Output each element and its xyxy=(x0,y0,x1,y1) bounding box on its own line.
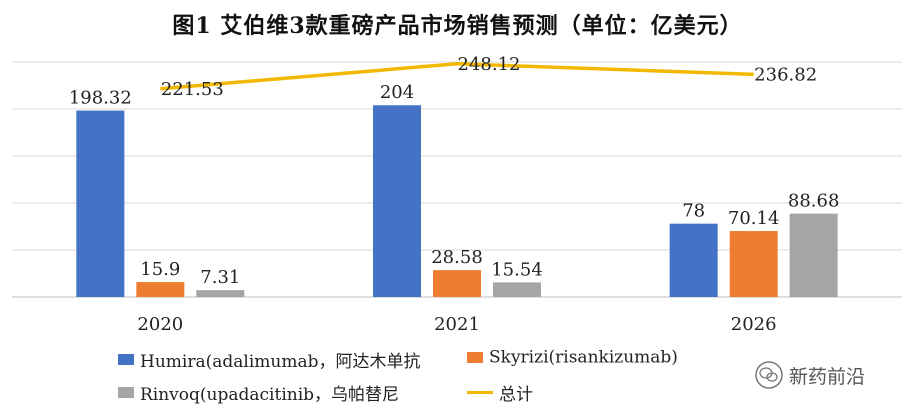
data-labels: 198.32 15.9 7.31 204 28.58 15.54 78 70.14 88.68 2… xyxy=(69,54,840,288)
bar xyxy=(789,213,838,297)
line-data-label: 248.12 xyxy=(458,54,521,75)
legend-swatch-rinvoq xyxy=(118,387,134,398)
data-label: 15.54 xyxy=(491,259,543,280)
x-tick-label: 2026 xyxy=(731,314,777,335)
data-label: 15.9 xyxy=(140,259,180,280)
legend-swatch-humira xyxy=(118,354,134,365)
chart-title: 图1 艾伯维3款重磅产品市场销售预测（单位：亿美元） xyxy=(172,13,743,39)
watermark-text: 新药前沿 xyxy=(789,365,866,388)
data-label: 204 xyxy=(380,82,414,103)
legend-item-humira: Humira(adalimumab，阿达木单抗 xyxy=(118,347,420,372)
line-data-label: 236.82 xyxy=(754,64,817,85)
data-label: 88.68 xyxy=(788,191,840,212)
bar xyxy=(76,110,125,298)
bar xyxy=(196,290,245,297)
data-label: 7.31 xyxy=(200,267,240,288)
bar-series xyxy=(76,105,838,298)
x-tick-label: 2020 xyxy=(137,314,183,335)
legend-label-total: 总计 xyxy=(499,385,533,405)
data-label: 28.58 xyxy=(431,247,483,268)
x-tick-label: 2021 xyxy=(434,314,480,335)
bar xyxy=(493,282,541,297)
total-line-series xyxy=(160,62,754,91)
data-label: 198.32 xyxy=(69,88,132,109)
bar xyxy=(136,282,185,297)
legend-label-humira: Humira(adalimumab，阿达木单抗 xyxy=(140,352,421,372)
x-axis-ticks: 2020 2021 2026 xyxy=(137,314,776,335)
total-line xyxy=(160,62,754,91)
legend-item-skyrizi: Skyrizi(risankizumab) xyxy=(467,347,678,368)
legend-item-total: 总计 xyxy=(467,380,533,405)
wechat-icon xyxy=(755,361,783,389)
legend-label-rinvoq: Rinvoq(upadacitinib，乌帕替尼 xyxy=(140,385,400,405)
bar xyxy=(729,231,778,297)
legend-label-skyrizi: Skyrizi(risankizumab) xyxy=(489,347,678,368)
data-label: 78 xyxy=(682,201,705,222)
data-label: 70.14 xyxy=(728,208,780,229)
bar xyxy=(669,223,718,297)
legend-swatch-skyrizi xyxy=(467,352,483,363)
watermark: 新药前沿 xyxy=(755,360,865,390)
legend-swatch-total xyxy=(467,391,493,394)
legend-item-rinvoq: Rinvoq(upadacitinib，乌帕替尼 xyxy=(118,380,399,405)
bar xyxy=(373,105,421,298)
bar xyxy=(433,270,481,297)
line-data-label: 221.53 xyxy=(161,79,224,100)
